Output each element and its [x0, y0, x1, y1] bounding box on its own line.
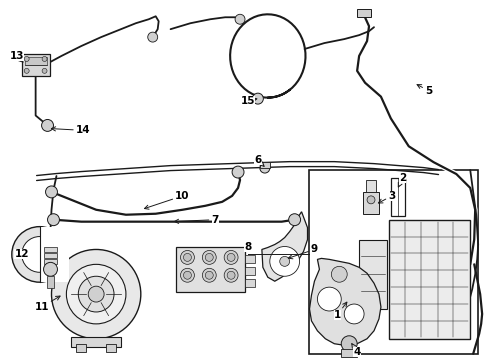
- Bar: [245, 255, 255, 264]
- Circle shape: [180, 268, 195, 282]
- Text: 15: 15: [241, 96, 257, 105]
- Text: 6: 6: [254, 155, 264, 166]
- Circle shape: [183, 271, 192, 279]
- Circle shape: [24, 68, 29, 73]
- Circle shape: [331, 266, 347, 282]
- Text: 3: 3: [378, 191, 395, 203]
- Bar: [44, 260, 57, 264]
- Bar: [44, 247, 57, 252]
- Text: 14: 14: [51, 125, 91, 135]
- Text: 2: 2: [398, 173, 406, 187]
- Circle shape: [12, 227, 68, 282]
- Circle shape: [318, 287, 341, 311]
- Circle shape: [44, 262, 57, 276]
- Text: 11: 11: [34, 296, 60, 312]
- Circle shape: [260, 163, 270, 173]
- Bar: [260, 162, 270, 168]
- Circle shape: [66, 264, 126, 324]
- Circle shape: [235, 14, 245, 24]
- Circle shape: [227, 271, 235, 279]
- Circle shape: [148, 32, 158, 42]
- Bar: [175, 247, 245, 292]
- Bar: [310, 170, 478, 354]
- Circle shape: [270, 247, 299, 276]
- Bar: [391, 178, 405, 216]
- Bar: [341, 349, 357, 357]
- Circle shape: [22, 237, 57, 272]
- Circle shape: [289, 214, 300, 226]
- Bar: [22, 54, 49, 76]
- Bar: [106, 344, 116, 352]
- Circle shape: [367, 196, 375, 204]
- Text: 4: 4: [352, 344, 361, 357]
- Circle shape: [205, 253, 213, 261]
- Bar: [24, 57, 47, 65]
- Circle shape: [24, 57, 29, 62]
- Bar: [245, 279, 255, 287]
- Circle shape: [202, 251, 216, 264]
- Bar: [44, 253, 57, 258]
- Circle shape: [42, 120, 53, 131]
- Circle shape: [224, 251, 238, 264]
- Circle shape: [180, 251, 195, 264]
- Circle shape: [42, 68, 47, 73]
- Circle shape: [205, 271, 213, 279]
- Text: 7: 7: [174, 215, 219, 225]
- Circle shape: [280, 256, 290, 266]
- Polygon shape: [262, 212, 308, 281]
- Bar: [366, 180, 376, 192]
- Circle shape: [202, 268, 216, 282]
- Text: 10: 10: [145, 191, 190, 209]
- Circle shape: [78, 276, 114, 312]
- Circle shape: [227, 253, 235, 261]
- Circle shape: [344, 304, 364, 324]
- Polygon shape: [310, 258, 381, 346]
- Bar: [357, 9, 371, 17]
- Bar: [359, 239, 387, 309]
- Circle shape: [341, 336, 357, 352]
- Bar: [40, 227, 70, 282]
- Bar: [389, 220, 470, 339]
- Circle shape: [51, 249, 141, 339]
- Text: 1: 1: [334, 302, 347, 320]
- Text: 9: 9: [288, 244, 318, 259]
- Bar: [76, 344, 86, 352]
- Circle shape: [224, 268, 238, 282]
- Text: 5: 5: [417, 85, 432, 96]
- Text: 12: 12: [15, 249, 29, 260]
- Bar: [47, 276, 54, 288]
- Circle shape: [48, 214, 59, 226]
- Bar: [363, 192, 379, 214]
- Circle shape: [252, 93, 263, 104]
- Circle shape: [232, 166, 244, 178]
- Circle shape: [46, 186, 57, 198]
- Circle shape: [88, 286, 104, 302]
- Bar: [245, 267, 255, 275]
- Text: 13: 13: [9, 51, 24, 62]
- Bar: [72, 337, 121, 347]
- Circle shape: [183, 253, 192, 261]
- Text: 8: 8: [245, 243, 251, 252]
- Circle shape: [42, 57, 47, 62]
